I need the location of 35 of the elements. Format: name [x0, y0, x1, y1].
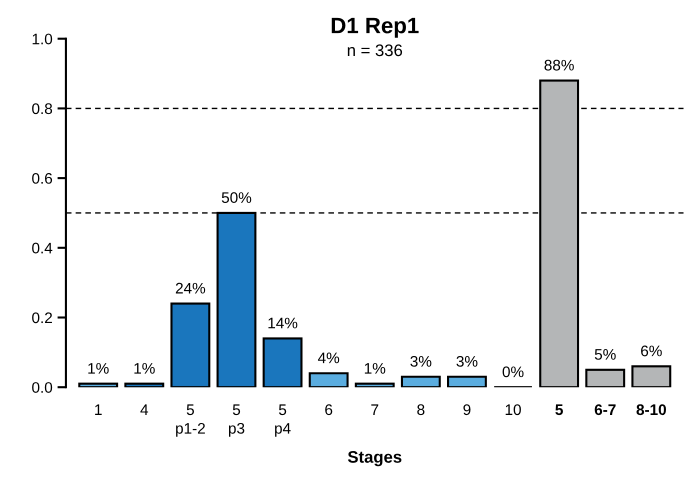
- y-tick-label: 0.0: [32, 382, 52, 393]
- x-tick-label: 6: [325, 404, 332, 416]
- x-tick-label: 6-7: [594, 404, 616, 416]
- data-label: 50%: [222, 192, 252, 203]
- data-label: 1%: [88, 363, 109, 374]
- x-tick-label: 10: [506, 404, 521, 416]
- x-tick-label: 4: [140, 404, 148, 415]
- data-label: 4%: [318, 352, 340, 364]
- data-label: 3%: [410, 356, 432, 367]
- chart-title: D1 Rep1: [332, 18, 419, 38]
- x-tick-label: 5: [555, 404, 563, 416]
- y-tick-label: 0.8: [32, 103, 52, 114]
- chart-subtitle: n = 336: [348, 44, 402, 56]
- x-tick-label: 9: [463, 404, 470, 416]
- x-tick-label: 7: [371, 404, 378, 415]
- data-label: 6%: [641, 346, 662, 356]
- data-label: 88%: [544, 60, 574, 71]
- x-axis-title: Stages: [348, 451, 402, 466]
- y-tick-label: 0.6: [32, 172, 52, 184]
- data-label: 1%: [364, 363, 386, 374]
- data-label: 24%: [176, 282, 206, 294]
- x-tick-label: 8: [417, 404, 424, 416]
- x-tick-label: 5 p4: [275, 404, 291, 437]
- data-label: 14%: [268, 318, 298, 328]
- data-label: 1%: [134, 363, 155, 374]
- y-tick-label: 0.4: [32, 242, 52, 254]
- y-tick-label: 0.2: [32, 312, 52, 324]
- x-tick-label: 5 p3: [228, 404, 244, 437]
- data-label: 3%: [456, 356, 478, 367]
- x-tick-label: 5 p1-2: [176, 404, 205, 437]
- x-tick-label: 1: [95, 404, 102, 415]
- data-label: 5%: [594, 349, 616, 360]
- y-tick-label: 1.0: [32, 34, 52, 44]
- x-tick-label: 8-10: [636, 404, 666, 416]
- data-label: 0%: [502, 366, 524, 378]
